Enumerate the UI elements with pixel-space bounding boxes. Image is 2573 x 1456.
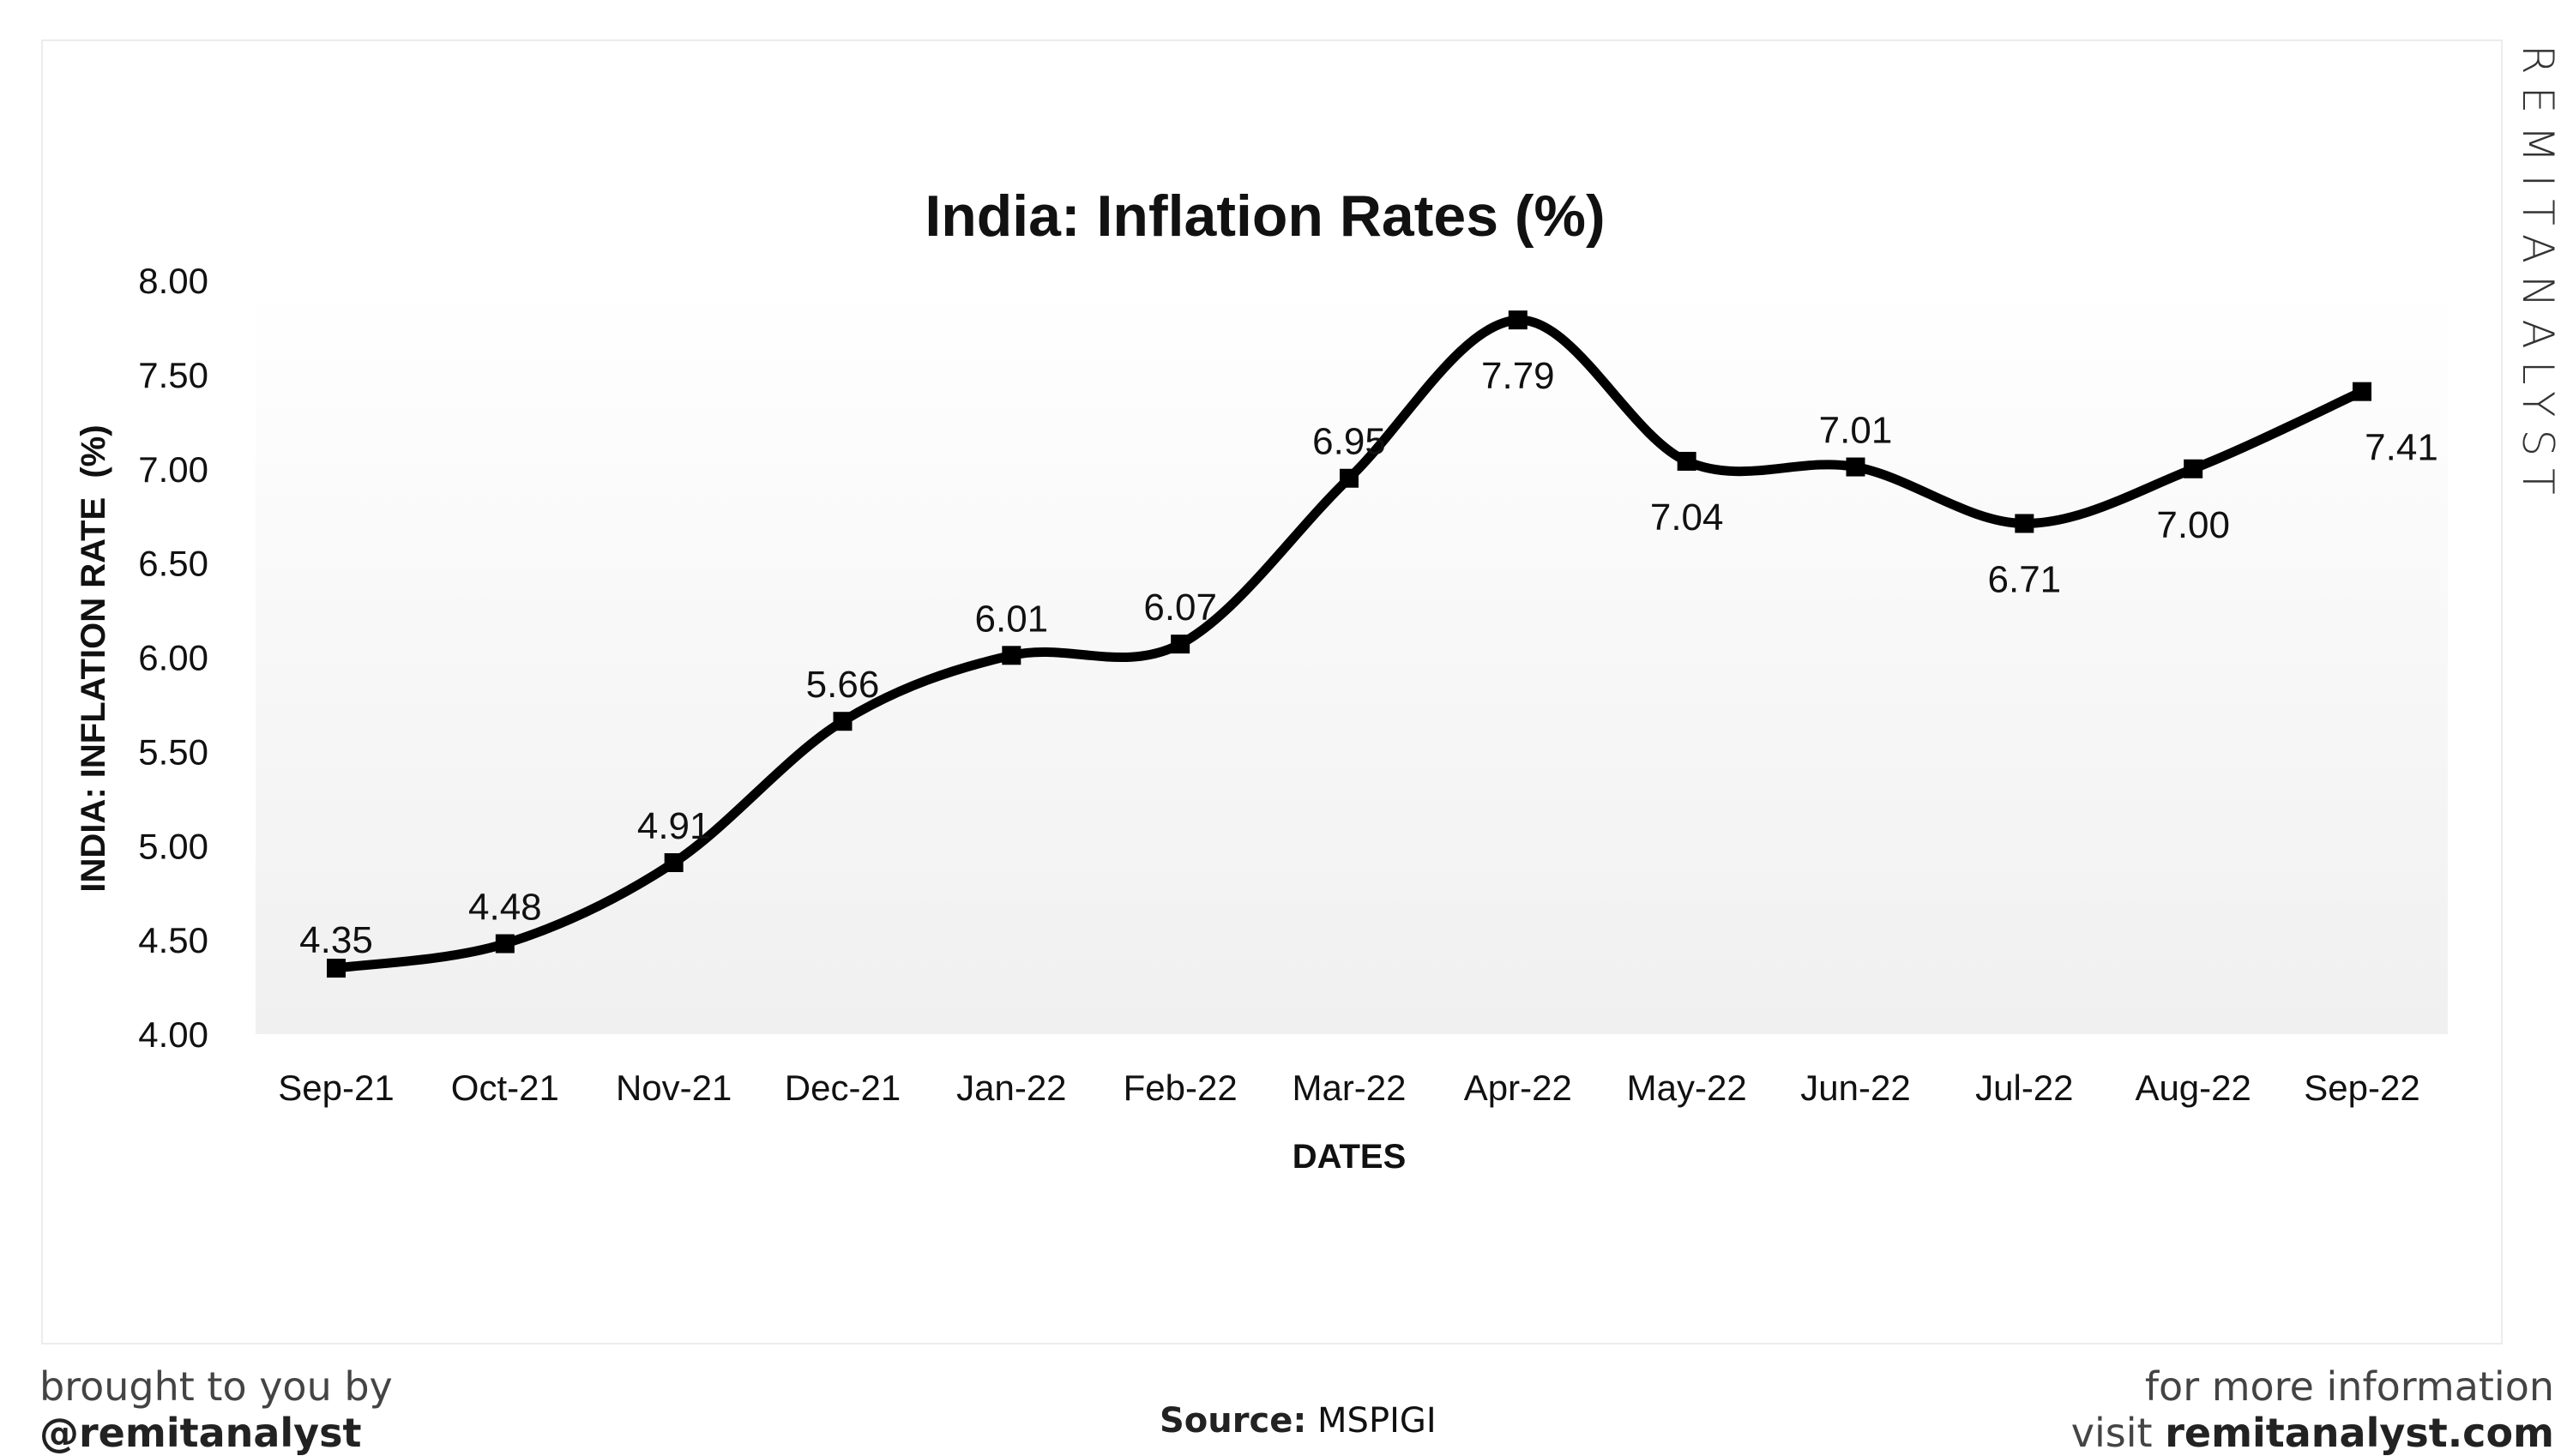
x-tick-label: Aug-22 <box>2135 1068 2251 1108</box>
y-tick-label: 4.00 <box>138 1014 208 1055</box>
footer-right: for more information visit remitanalyst.… <box>2071 1363 2554 1456</box>
x-tick-label: Jan-22 <box>956 1068 1066 1108</box>
data-label: 7.00 <box>2156 504 2230 546</box>
footer-source: Source: MSPIGI <box>1160 1398 1437 1444</box>
data-point-marker <box>2184 459 2203 478</box>
x-tick-label: Nov-21 <box>616 1068 732 1108</box>
x-tick-label: Apr-22 <box>1464 1068 1572 1108</box>
data-point-marker <box>1508 310 1528 330</box>
data-label: 7.41 <box>2365 427 2438 469</box>
data-label: 7.01 <box>1819 410 1893 452</box>
source-value: MSPIGI <box>1306 1401 1437 1441</box>
x-tick-label: Oct-21 <box>451 1068 559 1108</box>
y-tick-label: 4.50 <box>138 920 208 960</box>
x-tick-label: Jun-22 <box>1800 1068 1910 1108</box>
x-tick-label: Sep-22 <box>2304 1068 2419 1108</box>
x-axis-label: DATES <box>1293 1138 1407 1176</box>
y-tick-label: 6.00 <box>138 638 208 678</box>
data-label: 7.04 <box>1650 496 1724 538</box>
footer-info: for more information <box>2144 1363 2554 1410</box>
footer-handle[interactable]: @remitanalyst <box>39 1410 362 1456</box>
footer-left: brought to you by @remitanalyst <box>39 1363 393 1456</box>
x-tick-label: Dec-21 <box>785 1068 901 1108</box>
data-label: 7.79 <box>1481 355 1555 397</box>
y-tick-label: 7.50 <box>138 355 208 395</box>
data-point-marker <box>2353 382 2371 401</box>
data-point-marker <box>1002 646 1021 665</box>
y-tick-label: 8.00 <box>138 261 208 301</box>
data-label: 6.07 <box>1143 587 1217 629</box>
data-point-marker <box>327 959 346 978</box>
x-tick-label: May-22 <box>1627 1068 1747 1108</box>
footer-link[interactable]: visit remitanalyst.com <box>2070 1410 2554 1456</box>
data-label: 6.95 <box>1312 421 1386 463</box>
data-label: 4.48 <box>468 887 542 929</box>
y-tick-label: 6.50 <box>138 544 208 584</box>
x-tick-label: Jul-22 <box>1975 1068 2073 1108</box>
data-point-marker <box>2015 514 2034 533</box>
source-label: Source: <box>1160 1401 1307 1441</box>
data-point-marker <box>1340 468 1359 488</box>
data-label: 5.66 <box>806 664 880 706</box>
chart-title: India: Inflation Rates (%) <box>925 184 1605 249</box>
data-point-marker <box>1171 635 1190 654</box>
data-label: 4.35 <box>299 919 373 961</box>
data-point-marker <box>1677 451 1696 471</box>
x-tick-label: Feb-22 <box>1124 1068 1238 1108</box>
data-point-marker <box>1846 457 1865 477</box>
footer-credit: brought to you by <box>39 1363 393 1410</box>
y-tick-label: 5.50 <box>138 731 208 772</box>
y-tick-label: 5.00 <box>138 826 208 866</box>
y-axis-label: INDIA: INFLATION RATE (%) <box>75 424 112 892</box>
data-label: 6.71 <box>1988 558 2062 600</box>
data-label: 6.01 <box>975 598 1049 640</box>
y-tick-label: 7.00 <box>138 449 208 490</box>
x-tick-label: Sep-21 <box>278 1068 394 1108</box>
data-point-marker <box>664 853 684 873</box>
x-tick-label: Mar-22 <box>1292 1068 1406 1108</box>
data-point-marker <box>495 934 515 954</box>
brand-watermark: REMITANALYST <box>2513 45 2563 507</box>
data-label: 4.91 <box>637 805 711 847</box>
data-point-marker <box>833 712 853 731</box>
plot-area <box>256 280 2448 1034</box>
